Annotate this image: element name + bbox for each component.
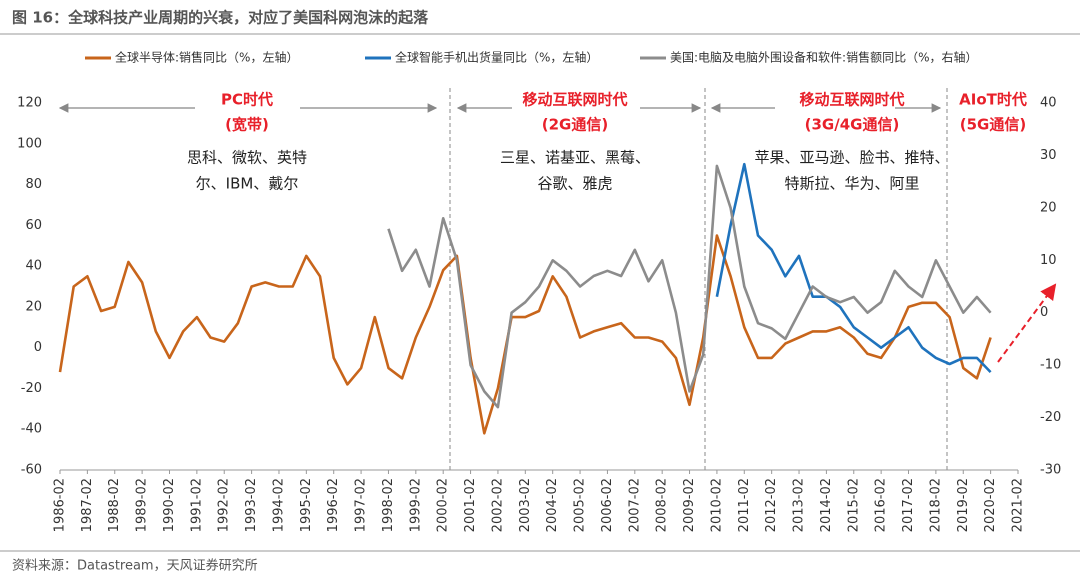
y-tick-label: 100 — [17, 136, 42, 151]
y2-tick-label: 0 — [1040, 305, 1048, 320]
y-tick-label: 120 — [17, 96, 42, 111]
x-tick-label: 2006-02 — [600, 478, 615, 532]
x-tick-label: 2016-02 — [874, 478, 889, 532]
era-dividers — [449, 88, 948, 470]
y-tick-label: 20 — [25, 299, 42, 314]
source: 资料来源：Datastream，天风证券研究所 — [12, 558, 258, 574]
era-title: AIoT时代 — [959, 91, 1027, 109]
x-tick-label: 1989-02 — [135, 478, 150, 532]
x-tick-label: 1997-02 — [354, 478, 369, 532]
x-tick-label: 2020-02 — [983, 478, 998, 532]
x-tick-label: 2008-02 — [655, 478, 670, 532]
x-tick-label: 1987-02 — [80, 478, 95, 532]
era-companies: 尔、IBM、戴尔 — [196, 175, 299, 193]
era-subtitle: (宽带) — [225, 116, 269, 134]
y2-tick-label: 40 — [1040, 96, 1057, 111]
era-companies: 苹果、亚马逊、脸书、推特、 — [754, 149, 949, 167]
x-tick-label: 2017-02 — [901, 478, 916, 532]
y-tick-label: 0 — [34, 340, 42, 355]
chart-title: 图 16：全球科技产业周期的兴衰，对应了美国科网泡沫的起落 — [12, 9, 429, 27]
legend-label: 全球智能手机出货量同比（%，左轴） — [395, 50, 598, 65]
x-tick-label: 2014-02 — [819, 478, 834, 532]
era-title: 移动互联网时代 — [522, 91, 627, 109]
series-line — [58, 234, 992, 435]
x-tick-label: 2021-02 — [1011, 478, 1026, 532]
y-tick-label: 40 — [25, 259, 42, 274]
x-tick-label: 1999-02 — [408, 478, 423, 532]
x-tick-label: 2005-02 — [573, 478, 588, 532]
era-companies: 思科、微软、英特 — [187, 149, 307, 167]
era-companies: 特斯拉、华为、阿里 — [784, 175, 919, 193]
x-tick-label: 2010-02 — [709, 478, 724, 532]
y2-tick-label: -10 — [1040, 358, 1061, 373]
x-tick-label: 1998-02 — [381, 478, 396, 532]
era-subtitle: (2G通信) — [542, 116, 608, 134]
y-tick-label: 80 — [25, 177, 42, 192]
series-line — [715, 162, 992, 374]
y2-tick-label: 30 — [1040, 148, 1057, 163]
y2-tick-label: -20 — [1040, 410, 1061, 425]
x-tick-label: 2013-02 — [792, 478, 807, 532]
y-tick-label: -60 — [21, 463, 42, 478]
era-companies: 三星、诺基亚、黑莓、 — [500, 149, 650, 167]
era-companies: 谷歌、雅虎 — [537, 175, 612, 193]
era-title: 移动互联网时代 — [799, 91, 904, 109]
x-tick-label: 2015-02 — [846, 478, 861, 532]
era-subtitle: (3G/4G通信) — [805, 116, 900, 134]
y2-tick-label: 20 — [1040, 200, 1057, 215]
y-tick-label: 60 — [25, 218, 42, 233]
series-line — [387, 164, 992, 409]
x-tick-label: 1993-02 — [244, 478, 259, 532]
x-tick-label: 1990-02 — [162, 478, 177, 532]
x-tick-label: 1996-02 — [326, 478, 341, 532]
x-tick-label: 2003-02 — [518, 478, 533, 532]
x-tick-label: 2009-02 — [682, 478, 697, 532]
era-subtitle: (5G通信) — [960, 116, 1026, 134]
legend-label: 美国:电脑及电脑外围设备和软件:销售额同比（%，右轴） — [670, 50, 978, 65]
x-tick-label: 2018-02 — [928, 478, 943, 532]
x-tick-label: 2019-02 — [956, 478, 971, 532]
x-tick-label: 1991-02 — [189, 478, 204, 532]
x-tick-label: 1986-02 — [53, 478, 68, 532]
trend-arrow — [997, 283, 1057, 363]
era-title: PC时代 — [221, 91, 273, 109]
x-tick-label: 2001-02 — [463, 478, 478, 532]
y-tick-label: -40 — [21, 422, 42, 437]
y2-tick-label: -30 — [1040, 463, 1061, 478]
x-tick-label: 1994-02 — [271, 478, 286, 532]
x-tick-label: 2000-02 — [436, 478, 451, 532]
legend-label: 全球半导体:销售同比（%，左轴） — [115, 50, 298, 65]
x-tick-label: 1992-02 — [217, 478, 232, 532]
y2-tick-label: 10 — [1040, 253, 1057, 268]
x-tick-label: 2007-02 — [627, 478, 642, 532]
x-tick-label: 2002-02 — [490, 478, 505, 532]
y-tick-label: -20 — [21, 381, 42, 396]
x-tick-label: 1995-02 — [299, 478, 314, 532]
x-tick-label: 1988-02 — [107, 478, 122, 532]
x-tick-label: 2012-02 — [764, 478, 779, 532]
x-tick-label: 2004-02 — [545, 478, 560, 532]
x-tick-label: 2011-02 — [737, 478, 752, 532]
